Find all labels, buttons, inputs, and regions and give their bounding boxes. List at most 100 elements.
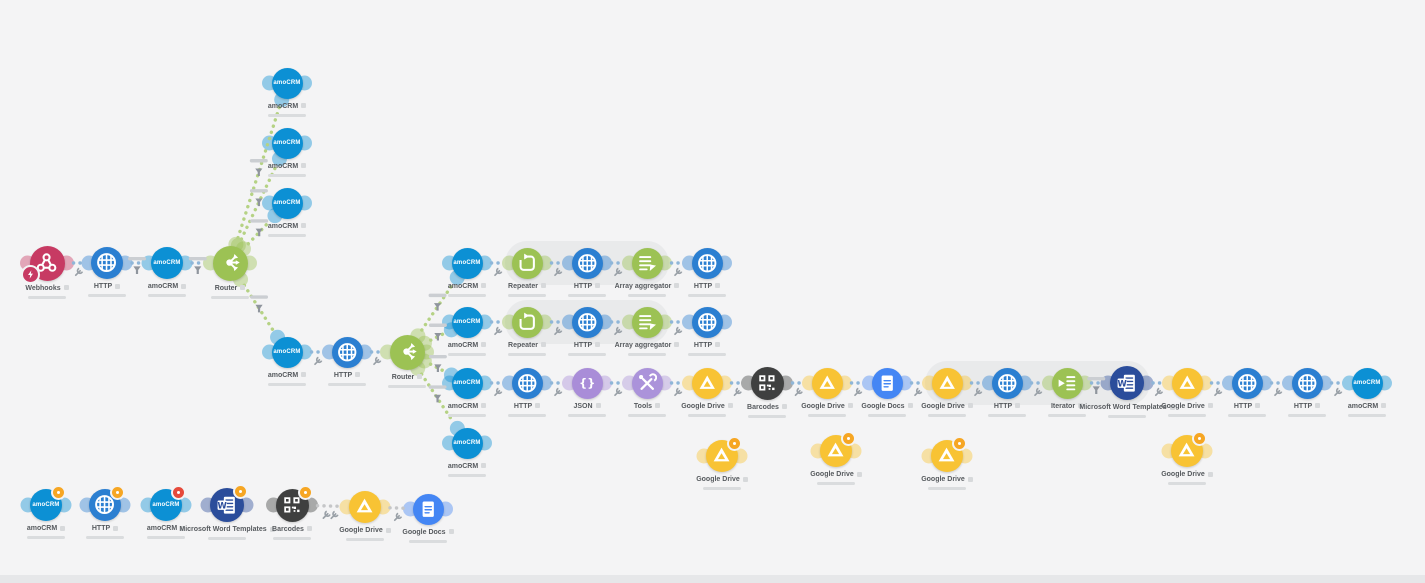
module-http[interactable] xyxy=(89,485,125,521)
wrench-icon[interactable] xyxy=(74,267,84,277)
module-gdocs[interactable] xyxy=(871,367,903,399)
connection[interactable] xyxy=(489,320,505,336)
module-amocrm[interactable]: amoCRM xyxy=(271,187,303,219)
module-http[interactable] xyxy=(1291,367,1323,399)
filter-icon[interactable] xyxy=(434,332,442,341)
wrench-icon[interactable] xyxy=(674,326,683,336)
connection[interactable] xyxy=(669,381,685,397)
module-amocrm[interactable]: amoCRM xyxy=(451,306,483,338)
filter-icon[interactable] xyxy=(255,168,263,177)
wrench-icon[interactable] xyxy=(674,387,683,397)
connection[interactable] xyxy=(489,381,505,397)
connection[interactable] xyxy=(246,219,272,246)
connection[interactable] xyxy=(239,163,279,241)
module-amocrm[interactable]: amoCRM xyxy=(451,247,483,279)
module-amocrm[interactable]: amoCRM xyxy=(271,67,303,99)
wrench-icon[interactable] xyxy=(674,267,683,277)
connection[interactable] xyxy=(315,503,342,520)
connection[interactable] xyxy=(128,257,146,274)
wrench-icon[interactable] xyxy=(1154,387,1164,397)
wrench-icon[interactable] xyxy=(494,326,503,336)
connection[interactable] xyxy=(669,320,685,336)
wrench-icon[interactable] xyxy=(733,387,742,397)
connection[interactable] xyxy=(388,506,406,522)
connection[interactable] xyxy=(609,320,625,336)
module-router[interactable] xyxy=(389,334,425,370)
connection[interactable] xyxy=(71,261,84,277)
wrench-icon[interactable] xyxy=(554,387,563,397)
connection[interactable] xyxy=(489,261,505,277)
module-gdrive[interactable] xyxy=(691,367,723,399)
module-amocrm[interactable]: amoCRM xyxy=(150,485,186,521)
connection[interactable] xyxy=(1029,381,1045,397)
filter-icon[interactable] xyxy=(434,364,442,372)
wrench-icon[interactable] xyxy=(974,387,983,397)
wrench-icon[interactable] xyxy=(314,356,323,366)
filter-icon[interactable] xyxy=(255,304,263,313)
connection[interactable] xyxy=(236,104,282,240)
module-aggregator[interactable] xyxy=(631,247,663,279)
module-amocrm[interactable]: amoCRM xyxy=(271,336,303,368)
connection[interactable] xyxy=(309,350,325,366)
module-iterator[interactable] xyxy=(1051,367,1083,399)
wrench-icon[interactable] xyxy=(494,267,503,277)
wrench-icon[interactable] xyxy=(373,356,382,366)
wrench-icon[interactable] xyxy=(330,510,339,520)
module-amocrm[interactable]: amoCRM xyxy=(271,127,303,159)
module-gdrive[interactable] xyxy=(706,436,742,472)
connection[interactable] xyxy=(549,381,565,397)
connection[interactable] xyxy=(1087,377,1106,394)
module-gdocs[interactable] xyxy=(412,493,444,525)
wrench-icon[interactable] xyxy=(614,267,623,277)
connection[interactable] xyxy=(420,281,456,332)
module-amocrm[interactable]: amoCRM xyxy=(151,247,183,279)
connection[interactable] xyxy=(790,381,805,397)
connection[interactable] xyxy=(609,261,625,277)
connection[interactable] xyxy=(1329,381,1345,397)
connection[interactable] xyxy=(609,381,625,397)
connection[interactable] xyxy=(909,381,925,397)
connection[interactable] xyxy=(428,323,447,342)
module-http[interactable] xyxy=(331,336,363,368)
connection[interactable] xyxy=(188,257,207,274)
connection[interactable] xyxy=(1151,381,1165,397)
connection[interactable] xyxy=(242,283,276,334)
module-http[interactable] xyxy=(1231,367,1263,399)
filter-icon[interactable] xyxy=(255,228,263,237)
connection[interactable] xyxy=(369,350,383,366)
wrench-icon[interactable] xyxy=(494,387,503,397)
module-gdrive[interactable] xyxy=(931,367,963,399)
module-http[interactable] xyxy=(511,367,543,399)
wrench-icon[interactable] xyxy=(1274,387,1283,397)
module-aggregator[interactable] xyxy=(631,306,663,338)
wrench-icon[interactable] xyxy=(1214,387,1223,397)
module-webhooks[interactable] xyxy=(20,245,65,284)
connection[interactable] xyxy=(549,261,565,277)
module-amocrm[interactable]: amoCRM xyxy=(451,427,483,459)
filter-icon[interactable] xyxy=(1092,386,1100,394)
module-gdrive[interactable] xyxy=(931,436,967,472)
module-http[interactable] xyxy=(91,247,123,279)
module-amocrm[interactable]: amoCRM xyxy=(1351,367,1383,399)
module-json[interactable]: {} xyxy=(571,367,603,399)
module-http[interactable] xyxy=(691,247,723,279)
module-gdrive[interactable] xyxy=(349,491,381,523)
wrench-icon[interactable] xyxy=(614,387,623,397)
filter-icon[interactable] xyxy=(133,266,141,274)
module-barcodes[interactable] xyxy=(750,366,784,400)
module-repeater[interactable] xyxy=(511,306,543,338)
module-gdrive[interactable] xyxy=(811,367,843,399)
module-amocrm[interactable]: amoCRM xyxy=(451,367,483,399)
filter-icon[interactable] xyxy=(433,303,442,311)
module-tools[interactable] xyxy=(631,367,663,399)
module-router[interactable] xyxy=(212,245,248,281)
connection[interactable] xyxy=(1209,381,1225,397)
module-gdrive[interactable] xyxy=(1171,367,1203,399)
connection[interactable] xyxy=(669,261,685,277)
filter-icon[interactable] xyxy=(194,266,202,274)
wrench-icon[interactable] xyxy=(854,387,863,397)
filter-icon[interactable] xyxy=(433,394,442,403)
connection[interactable] xyxy=(549,320,565,336)
wrench-icon[interactable] xyxy=(554,267,563,277)
